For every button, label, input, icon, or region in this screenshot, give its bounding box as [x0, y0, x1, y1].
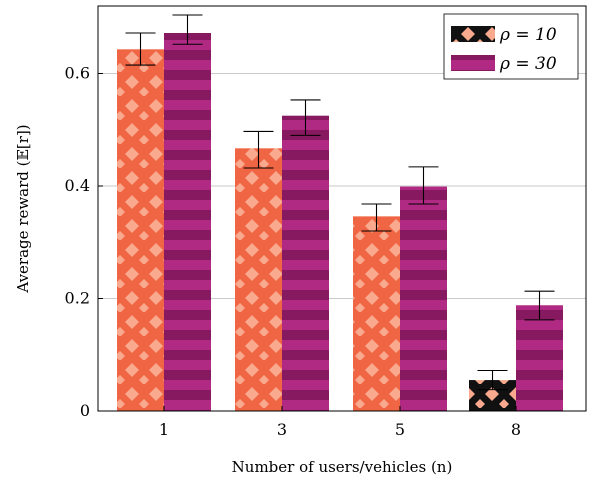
y-tick-label: 0 — [80, 401, 90, 420]
legend-swatch-rho-30 — [451, 55, 495, 71]
bars — [117, 33, 563, 411]
legend: ρ = 10 ρ = 30 — [443, 13, 579, 80]
bar-rho-30-n1 — [164, 33, 211, 411]
y-tick-label: 0.4 — [65, 176, 90, 195]
y-tick-label: 0.2 — [65, 289, 90, 308]
error-bar — [361, 203, 392, 232]
x-axis-ticks: 1 3 5 8 — [159, 406, 521, 439]
bar-rho-10-n3 — [235, 148, 282, 411]
bar-rho-30-n8 — [516, 305, 563, 411]
y-axis-label: Average reward (𝔼[r]) — [14, 124, 32, 293]
error-bar — [290, 99, 321, 136]
error-bar — [172, 14, 203, 45]
bar-rho-30-n3 — [282, 115, 329, 411]
x-tick-label: 1 — [159, 420, 169, 439]
bar-rho-10-n1 — [117, 49, 164, 411]
bar-rho-30-n5 — [400, 186, 447, 411]
legend-swatch-rho-10 — [451, 26, 495, 42]
bar-rho-10-n5 — [353, 216, 400, 411]
legend-label-rho-10: ρ = 10 — [499, 25, 557, 45]
error-bar — [243, 130, 274, 169]
error-bar — [408, 166, 439, 205]
y-tick-label: 0.6 — [65, 64, 90, 83]
error-bars — [125, 14, 555, 391]
legend-label-rho-30: ρ = 30 — [499, 54, 557, 74]
x-tick-label: 8 — [511, 420, 521, 439]
legend-box — [443, 13, 579, 80]
error-bar — [524, 290, 555, 321]
x-axis-label: Number of users/vehicles (n) — [232, 458, 453, 476]
plot-area-frame — [97, 5, 587, 412]
y-axis-ticks: 0 0.2 0.4 0.6 — [65, 64, 103, 420]
x-tick-label: 5 — [395, 420, 405, 439]
error-bar — [477, 369, 508, 391]
error-bar — [125, 32, 156, 66]
x-tick-label: 3 — [277, 420, 287, 439]
